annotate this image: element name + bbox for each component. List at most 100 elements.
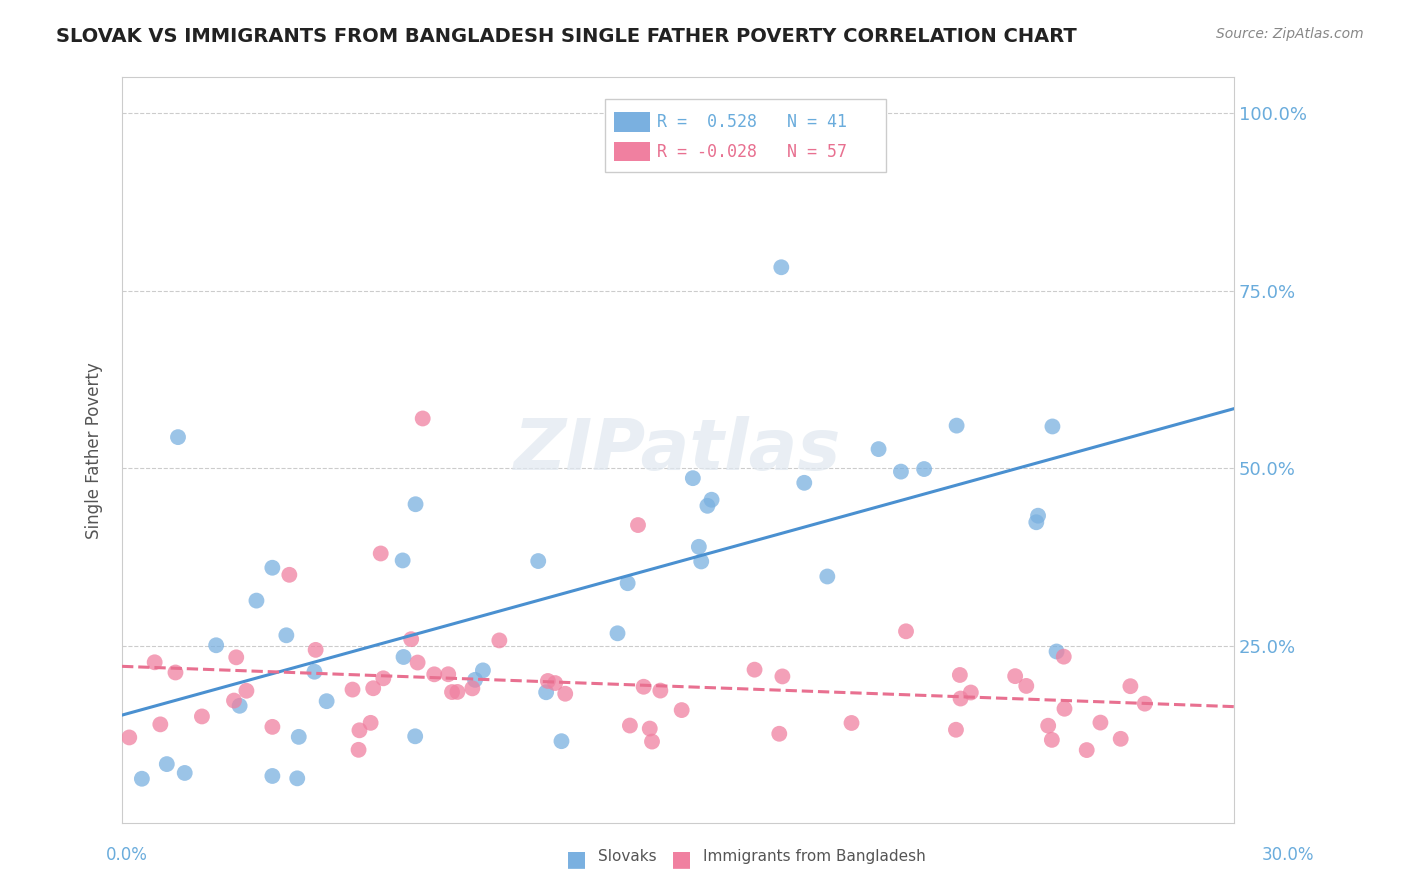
- Point: [228, 698, 250, 713]
- Point: [1042, 419, 1064, 434]
- Point: [360, 715, 382, 730]
- Point: [461, 681, 484, 696]
- Point: [423, 667, 446, 681]
- Point: [404, 729, 426, 743]
- Point: [527, 554, 550, 568]
- Point: [361, 681, 384, 696]
- Point: [690, 554, 713, 568]
- Text: 30.0%: 30.0%: [1263, 846, 1315, 863]
- Text: ■: ■: [672, 849, 692, 869]
- Point: [619, 718, 641, 732]
- Point: [131, 772, 153, 786]
- Point: [165, 665, 187, 680]
- Point: [700, 492, 723, 507]
- Point: [770, 260, 793, 275]
- Point: [149, 717, 172, 731]
- Point: [156, 757, 179, 772]
- Point: [537, 673, 560, 688]
- Point: [225, 650, 247, 665]
- Point: [173, 766, 195, 780]
- Point: [534, 685, 557, 699]
- Point: [342, 682, 364, 697]
- Point: [412, 411, 434, 425]
- Point: [440, 685, 463, 699]
- Point: [167, 430, 190, 444]
- Point: [1025, 515, 1047, 529]
- Point: [1133, 697, 1156, 711]
- Point: [890, 465, 912, 479]
- Point: [744, 663, 766, 677]
- Text: ■: ■: [567, 849, 586, 869]
- Point: [1026, 508, 1049, 523]
- Point: [1053, 649, 1076, 664]
- Point: [262, 769, 284, 783]
- Point: [554, 687, 576, 701]
- Point: [959, 685, 981, 699]
- Point: [1119, 679, 1142, 693]
- Text: ZIPatlas: ZIPatlas: [515, 416, 842, 485]
- Point: [868, 442, 890, 456]
- Point: [262, 560, 284, 574]
- Point: [262, 720, 284, 734]
- Point: [550, 734, 572, 748]
- Point: [894, 624, 917, 639]
- Point: [544, 676, 567, 690]
- Point: [682, 471, 704, 485]
- Point: [405, 497, 427, 511]
- Point: [770, 669, 793, 683]
- Point: [143, 655, 166, 669]
- Point: [205, 638, 228, 652]
- Point: [912, 462, 935, 476]
- Point: [464, 673, 486, 687]
- Y-axis label: Single Father Poverty: Single Father Poverty: [86, 362, 103, 539]
- Text: 0.0%: 0.0%: [105, 846, 148, 863]
- Point: [945, 723, 967, 737]
- Point: [276, 628, 298, 642]
- Point: [304, 665, 326, 679]
- Text: Immigrants from Bangladesh: Immigrants from Bangladesh: [703, 849, 925, 864]
- Text: SLOVAK VS IMMIGRANTS FROM BANGLADESH SINGLE FATHER POVERTY CORRELATION CHART: SLOVAK VS IMMIGRANTS FROM BANGLADESH SIN…: [56, 27, 1077, 45]
- Point: [437, 667, 460, 681]
- Point: [118, 731, 141, 745]
- Point: [841, 716, 863, 731]
- Text: Source: ZipAtlas.com: Source: ZipAtlas.com: [1216, 27, 1364, 41]
- Point: [370, 546, 392, 560]
- Point: [287, 730, 309, 744]
- Point: [349, 723, 371, 738]
- Point: [627, 518, 650, 533]
- Point: [222, 693, 245, 707]
- Point: [1090, 715, 1112, 730]
- Point: [392, 650, 415, 665]
- Point: [347, 743, 370, 757]
- Point: [638, 722, 661, 736]
- Point: [793, 475, 815, 490]
- Point: [406, 656, 429, 670]
- Point: [949, 691, 972, 706]
- Point: [641, 734, 664, 748]
- Point: [815, 569, 838, 583]
- Point: [285, 772, 308, 786]
- Point: [768, 727, 790, 741]
- Point: [616, 576, 638, 591]
- Text: R =  0.528   N = 41: R = 0.528 N = 41: [657, 113, 846, 131]
- Point: [315, 694, 337, 708]
- Point: [1040, 732, 1063, 747]
- Text: R = -0.028   N = 57: R = -0.028 N = 57: [657, 143, 846, 161]
- Point: [471, 664, 494, 678]
- Point: [650, 683, 672, 698]
- Point: [446, 685, 468, 699]
- Point: [1015, 679, 1038, 693]
- Point: [1109, 731, 1132, 746]
- Point: [1038, 719, 1060, 733]
- Point: [304, 643, 326, 657]
- Point: [1076, 743, 1098, 757]
- Point: [949, 668, 972, 682]
- Point: [633, 680, 655, 694]
- Point: [671, 703, 693, 717]
- Point: [1045, 644, 1067, 658]
- Point: [399, 632, 422, 647]
- Point: [688, 540, 710, 554]
- Point: [696, 499, 718, 513]
- Point: [945, 418, 967, 433]
- Point: [606, 626, 628, 640]
